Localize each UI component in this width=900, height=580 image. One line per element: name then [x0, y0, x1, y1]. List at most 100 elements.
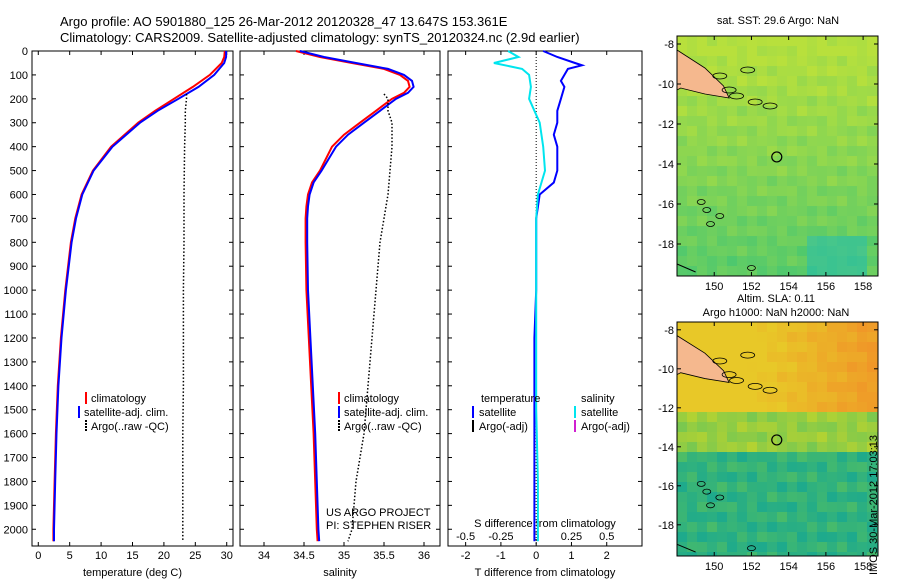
map-cell [747, 86, 757, 96]
map-cell [687, 246, 697, 256]
island [740, 66, 756, 74]
map-cell [817, 116, 827, 126]
map-cell [807, 226, 817, 236]
map-cell [827, 362, 837, 372]
map-cell [757, 66, 767, 76]
map-cell [777, 126, 787, 136]
map-cell [697, 266, 707, 276]
legend-temp-sat: satellite [479, 407, 516, 419]
map-cell [857, 236, 867, 246]
map-cell [817, 256, 827, 266]
map-cell [717, 552, 727, 556]
map-cell [787, 166, 797, 176]
map-cell [767, 352, 777, 362]
map-cell [737, 196, 747, 206]
map-cell [837, 116, 847, 126]
map-cell [777, 382, 787, 392]
map-cell [717, 512, 727, 522]
map-cell [767, 126, 777, 136]
map-cell [737, 462, 747, 472]
map-cell [847, 382, 857, 392]
map-cell [837, 256, 847, 266]
map-cell [767, 472, 777, 482]
map-cell [717, 56, 727, 66]
map-cell [757, 56, 767, 66]
map-cell [847, 106, 857, 116]
map-cell [867, 246, 877, 256]
map-cell [837, 442, 847, 452]
map-cell [807, 206, 817, 216]
map-cell [677, 502, 687, 512]
map-cell [707, 226, 717, 236]
map-cell [707, 502, 717, 512]
land-mass [676, 334, 730, 383]
map-cell [797, 186, 807, 196]
map-cell [837, 512, 847, 522]
map-cell [717, 106, 727, 116]
map-cell [827, 552, 837, 556]
map-cell [727, 76, 737, 86]
y-tick-label: 0 [22, 46, 28, 58]
map-cell [747, 352, 757, 362]
top-tick-label: 0.5 [599, 531, 614, 543]
map-cell [787, 196, 797, 206]
map-cell [797, 256, 807, 266]
map-cell [787, 522, 797, 532]
map-cell [767, 116, 777, 126]
map-cell [687, 432, 697, 442]
map-cell [767, 86, 777, 96]
map-cell [827, 372, 837, 382]
map-cell [837, 332, 847, 342]
map-cell [837, 176, 847, 186]
y-tick-label: 1400 [4, 381, 28, 393]
map-cell [807, 116, 817, 126]
map-cell [717, 176, 727, 186]
map-cell [847, 522, 857, 532]
map-cell [787, 86, 797, 96]
map-cell [827, 492, 837, 502]
map-cell [777, 246, 787, 256]
map-cell [687, 126, 697, 136]
map-cell [787, 66, 797, 76]
map-cell [747, 482, 757, 492]
map-cell [677, 86, 687, 96]
map-cell [727, 392, 737, 402]
map-cell [837, 106, 847, 116]
map-cell [777, 236, 787, 246]
map-y-tick-label: -14 [658, 442, 674, 454]
map-cell [707, 432, 717, 442]
map-cell [767, 36, 777, 46]
map-cell [697, 226, 707, 236]
map-cell [837, 246, 847, 256]
map-cell [807, 422, 817, 432]
map-cell [817, 126, 827, 136]
map-cell [767, 482, 777, 492]
map-cell [767, 452, 777, 462]
map-cell [797, 156, 807, 166]
map-cell [787, 452, 797, 462]
map-cell [727, 522, 737, 532]
map-cell [807, 266, 817, 276]
map-cell [697, 46, 707, 56]
map-cell [747, 266, 757, 276]
map-cell [807, 76, 817, 86]
map-cell [817, 246, 827, 256]
map-cell [747, 146, 757, 156]
map-cell [837, 126, 847, 136]
map-cell [687, 146, 697, 156]
map-cell [757, 146, 767, 156]
reef [696, 199, 706, 205]
coast [676, 543, 696, 553]
map-cell [847, 216, 857, 226]
map-cell [817, 322, 827, 332]
x-axis-label: temperature (deg C) [83, 567, 182, 579]
map-cell [747, 542, 757, 552]
map-cell [817, 226, 827, 236]
map-cell [727, 452, 737, 462]
map-cell [757, 412, 767, 422]
map-cell [687, 46, 697, 56]
map-cell [807, 66, 817, 76]
map-cell [847, 136, 857, 146]
map-cell [797, 432, 807, 442]
map-cell [867, 226, 877, 236]
